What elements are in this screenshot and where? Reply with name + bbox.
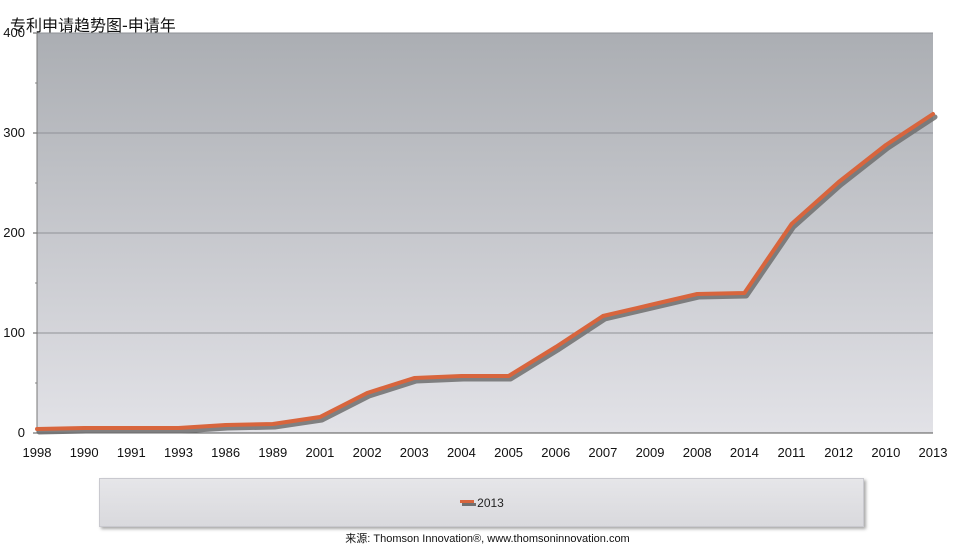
x-tick-label: 2006 [541, 445, 570, 460]
data-point [271, 422, 275, 426]
data-point [365, 391, 369, 395]
data-point [695, 292, 699, 296]
x-tick-label: 1989 [258, 445, 287, 460]
data-point [507, 374, 511, 378]
x-tick-label: 2003 [400, 445, 429, 460]
legend-item[interactable]: 2013 [459, 496, 504, 510]
data-point [931, 112, 935, 116]
data-point [790, 222, 794, 226]
x-tick-label: 1998 [23, 445, 52, 460]
source-note: 来源: Thomson Innovation®, www.thomsoninno… [345, 533, 630, 545]
x-tick-label: 1986 [211, 445, 240, 460]
legend-swatch [459, 499, 477, 507]
data-point [412, 376, 416, 380]
data-point [35, 427, 39, 431]
y-tick-label: 400 [3, 25, 25, 40]
data-point [224, 423, 228, 427]
y-tick-label: 0 [18, 425, 25, 440]
data-point [884, 143, 888, 147]
series-line-shadow [36, 114, 938, 435]
x-tick-label: 2009 [636, 445, 665, 460]
x-tick-label: 2002 [353, 445, 382, 460]
data-point [82, 426, 86, 430]
data-point [742, 291, 746, 295]
x-tick-label: 2007 [588, 445, 617, 460]
y-tick-label: 300 [3, 125, 25, 140]
x-tick-label: 2005 [494, 445, 523, 460]
y-tick-label: 100 [3, 325, 25, 340]
data-point [459, 374, 463, 378]
chart-svg: 0 100 200 300 400 1998 1990 1991 1993 1986 1989 200… [3, 25, 948, 460]
x-tick-label: 2010 [871, 445, 900, 460]
legend: 2013 [99, 478, 864, 527]
legend-label: 2013 [477, 495, 504, 510]
data-point [601, 314, 605, 318]
data-point [554, 345, 558, 349]
y-tick-label: 200 [3, 225, 25, 240]
x-tick-label: 1991 [117, 445, 146, 460]
data-point [648, 303, 652, 307]
data-point [318, 415, 322, 419]
data-point [176, 426, 180, 430]
x-tick-label: 2012 [824, 445, 853, 460]
data-point [837, 180, 841, 184]
x-tick-label: 2011 [778, 445, 806, 460]
x-tick-label: 2004 [447, 445, 476, 460]
chart-title: 专利申请趋势图-申请年 [10, 16, 176, 35]
data-point [129, 426, 133, 430]
x-tick-label: 1993 [164, 445, 193, 460]
x-tick-label: 2008 [683, 445, 712, 460]
series-line [35, 112, 935, 431]
x-tick-label: 2001 [305, 445, 334, 460]
x-tick-label: 1990 [70, 445, 99, 460]
x-tick-label: 2013 [919, 445, 948, 460]
x-tick-label: 2014 [730, 445, 759, 460]
